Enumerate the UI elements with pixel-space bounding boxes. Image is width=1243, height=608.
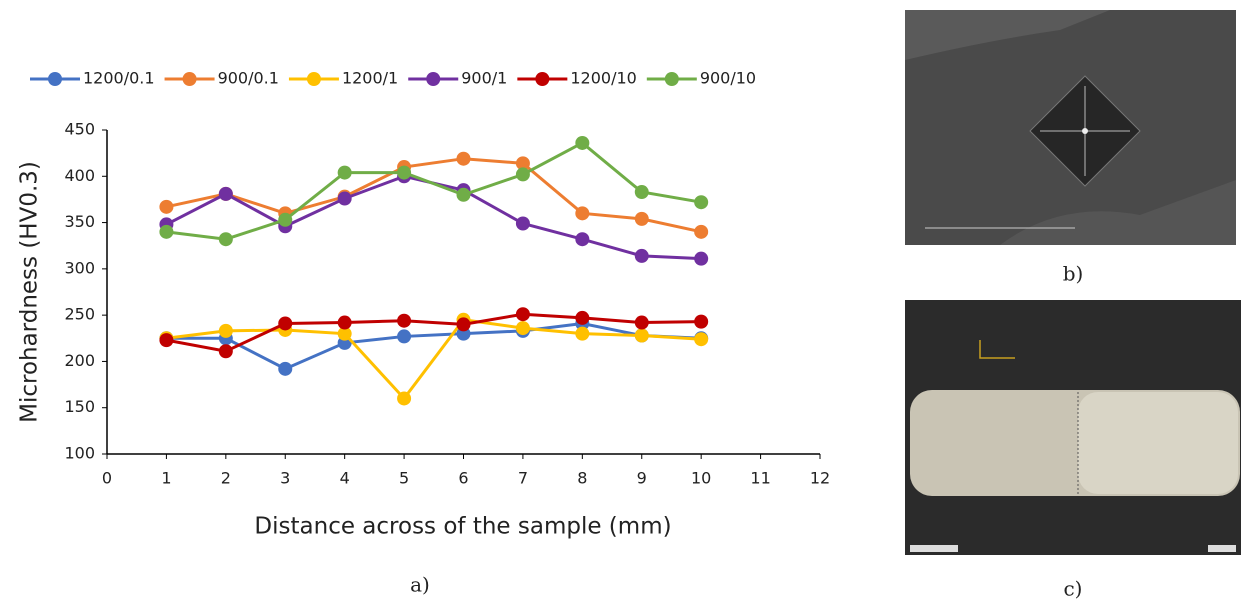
data-point xyxy=(575,310,590,325)
x-tick-label: 11 xyxy=(750,469,770,488)
legend-marker xyxy=(306,72,321,86)
micrograph-b xyxy=(905,10,1236,245)
data-point xyxy=(159,333,174,348)
data-point xyxy=(694,195,709,210)
data-point xyxy=(515,216,530,231)
data-point xyxy=(337,165,352,180)
y-tick-label: 200 xyxy=(64,351,95,370)
data-point xyxy=(337,191,352,206)
micrograph-c xyxy=(905,300,1241,555)
data-point xyxy=(515,307,530,322)
data-point xyxy=(634,315,649,330)
data-point xyxy=(515,156,530,171)
caption: c) xyxy=(1063,577,1082,601)
data-point xyxy=(159,199,174,214)
x-tick-label: 5 xyxy=(399,469,409,488)
x-tick-label: 0 xyxy=(102,469,112,488)
x-tick-label: 2 xyxy=(221,469,231,488)
legend-label: 900/10 xyxy=(700,69,756,88)
data-point xyxy=(159,224,174,239)
data-point xyxy=(337,326,352,341)
data-point xyxy=(456,317,471,332)
series-line xyxy=(166,157,702,234)
data-point xyxy=(515,321,530,336)
y-axis-title: Microhardness (HV0.3) xyxy=(17,161,43,423)
legend-marker xyxy=(664,72,679,86)
caption: a) xyxy=(410,573,430,597)
data-point xyxy=(397,391,412,406)
x-tick-label: 12 xyxy=(810,469,830,488)
legend-label: 1200/0.1 xyxy=(83,69,155,88)
caption: b) xyxy=(1063,262,1084,286)
data-point xyxy=(515,167,530,182)
y-tick-label: 350 xyxy=(64,212,95,231)
data-point xyxy=(218,344,233,359)
data-point xyxy=(694,332,709,347)
series-line xyxy=(166,321,702,371)
data-point xyxy=(337,315,352,330)
y-tick-label: 250 xyxy=(64,305,95,324)
data-point xyxy=(634,248,649,263)
series-line xyxy=(166,141,702,241)
y-tick-label: 300 xyxy=(64,258,95,277)
x-tick-label: 4 xyxy=(340,469,350,488)
x-tick-label: 1 xyxy=(161,469,171,488)
data-point xyxy=(278,361,293,376)
data-point xyxy=(694,251,709,266)
x-tick-label: 9 xyxy=(637,469,647,488)
legend-marker xyxy=(182,72,197,86)
data-point xyxy=(634,211,649,226)
data-point xyxy=(397,329,412,344)
data-point xyxy=(694,224,709,239)
data-point xyxy=(575,326,590,341)
x-tick-label: 3 xyxy=(280,469,290,488)
y-tick-label: 400 xyxy=(64,166,95,185)
x-tick-label: 10 xyxy=(691,469,711,488)
legend-marker xyxy=(426,72,441,86)
data-point xyxy=(278,212,293,227)
data-point xyxy=(218,232,233,247)
data-point xyxy=(575,135,590,150)
data-point xyxy=(218,186,233,201)
data-point xyxy=(218,323,233,338)
series-line xyxy=(166,318,702,401)
y-tick-label: 150 xyxy=(64,397,95,416)
data-point xyxy=(694,314,709,329)
data-point xyxy=(397,313,412,328)
data-point xyxy=(397,165,412,180)
data-point xyxy=(575,232,590,247)
x-axis-title: Distance across of the sample (mm) xyxy=(254,514,671,540)
legend-marker xyxy=(48,72,62,86)
data-point xyxy=(575,206,590,221)
y-tick-label: 450 xyxy=(64,120,95,139)
legend-marker xyxy=(535,72,550,86)
data-point xyxy=(634,185,649,200)
data-point xyxy=(278,316,293,331)
x-tick-label: 6 xyxy=(458,469,468,488)
y-tick-label: 100 xyxy=(64,444,95,463)
data-point xyxy=(456,151,471,166)
legend-label: 900/0.1 xyxy=(218,69,279,88)
data-point xyxy=(456,187,471,202)
legend-label: 1200/10 xyxy=(570,69,636,88)
legend-label: 1200/1 xyxy=(342,69,398,88)
x-tick-label: 8 xyxy=(577,469,587,488)
x-tick-label: 7 xyxy=(518,469,528,488)
data-point xyxy=(634,328,649,343)
legend-label: 900/1 xyxy=(461,69,507,88)
series-line xyxy=(166,312,702,353)
